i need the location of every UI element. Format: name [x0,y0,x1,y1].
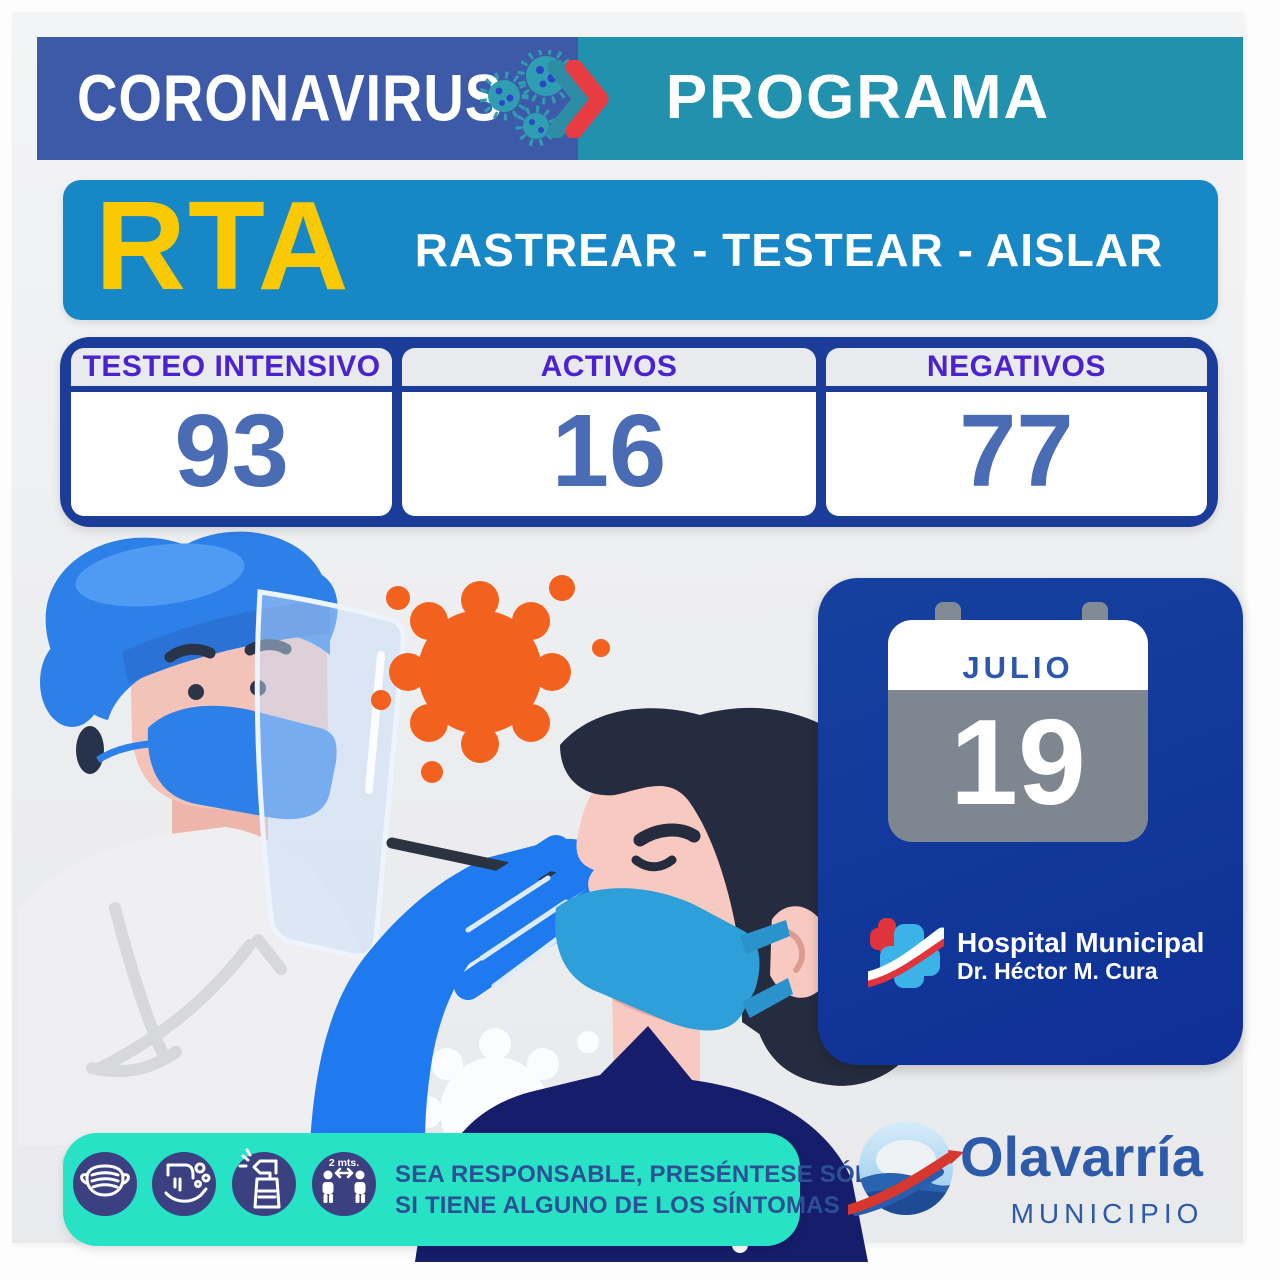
programa-title: PROGRAMA [665,62,1051,132]
calendar-day: 19 [888,690,1148,842]
hospital-name: Hospital Municipal [957,926,1205,958]
stats-panel: TESTEO INTENSIVO 93 ACTIVOS 16 NEGATIVOS… [60,337,1218,527]
stat-value: 16 [402,392,816,516]
chevron-icon [547,60,609,138]
patient-chin-mask [555,888,760,1031]
hospital-cross-icon [868,918,944,988]
calendar-card: JULIO 19 Hospital Municipal Dr. Héctor M… [818,578,1243,1065]
disinfectant-spray-icon [232,1148,296,1216]
stat-activos: ACTIVOS 16 [402,348,816,516]
advisory-text: SEA RESPONSABLE, PRESÉNTESE SÓLO SI TIEN… [395,1159,889,1221]
distance-label: 2 mts. [329,1157,359,1169]
municipality-subtitle: MUNICIPIO [1010,1198,1204,1229]
healthcare-worker-illustration [18,531,612,1145]
stat-value: 77 [825,392,1207,516]
calendar-month: JULIO [888,620,1148,690]
rta-banner: RTA RASTREAR - TESTEAR - AISLAR [63,180,1218,320]
rta-acronym: RTA [95,175,351,317]
advisory-line1: SEA RESPONSABLE, PRESÉNTESE SÓLO [395,1160,889,1188]
worker-ear [76,726,104,774]
coronavirus-icon [371,575,610,783]
surgical-cap [40,531,338,727]
face-mask-icon [73,1152,137,1216]
gown-creases [86,902,287,1078]
municipality-name: Olavarría [960,1125,1203,1188]
worker-face-mask [147,705,337,820]
social-distance-icon: 2 mts. [312,1152,376,1216]
header-left-bar: CORONAVIRUS [37,37,578,160]
stat-label: NEGATIVOS [825,348,1207,392]
stat-value: 93 [71,392,393,516]
stat-label: ACTIVOS [402,348,816,392]
face-shield [254,589,406,959]
advisory-line2: SI TIENE ALGUNO DE LOS SÍNTOMAS [395,1191,840,1219]
gloved-arm [310,838,592,1145]
stat-label: TESTEO INTENSIVO [71,348,393,392]
header-right-bar: PROGRAMA [578,37,1243,160]
stat-negativos: NEGATIVOS 77 [825,348,1207,516]
hospital-logo: Hospital Municipal Dr. Héctor M. Cura [868,916,1204,996]
stat-testeo-intensivo: TESTEO INTENSIVO 93 [71,348,393,516]
coronavirus-title: CORONAVIRUS [77,59,503,134]
advisory-icons: 2 mts. [73,1148,376,1216]
worker-eyebrows [164,639,292,663]
municipality-emblem-icon [848,1121,964,1216]
rta-slogan: RASTREAR - TESTEAR - AISLAR [414,224,1164,276]
hand-washing-icon [152,1152,216,1216]
hospital-director: Dr. Héctor M. Cura [957,957,1158,984]
advisory-bar: 2 mts. SEA RESPONSABLE, PRESÉNTESE SÓLO … [63,1133,889,1246]
